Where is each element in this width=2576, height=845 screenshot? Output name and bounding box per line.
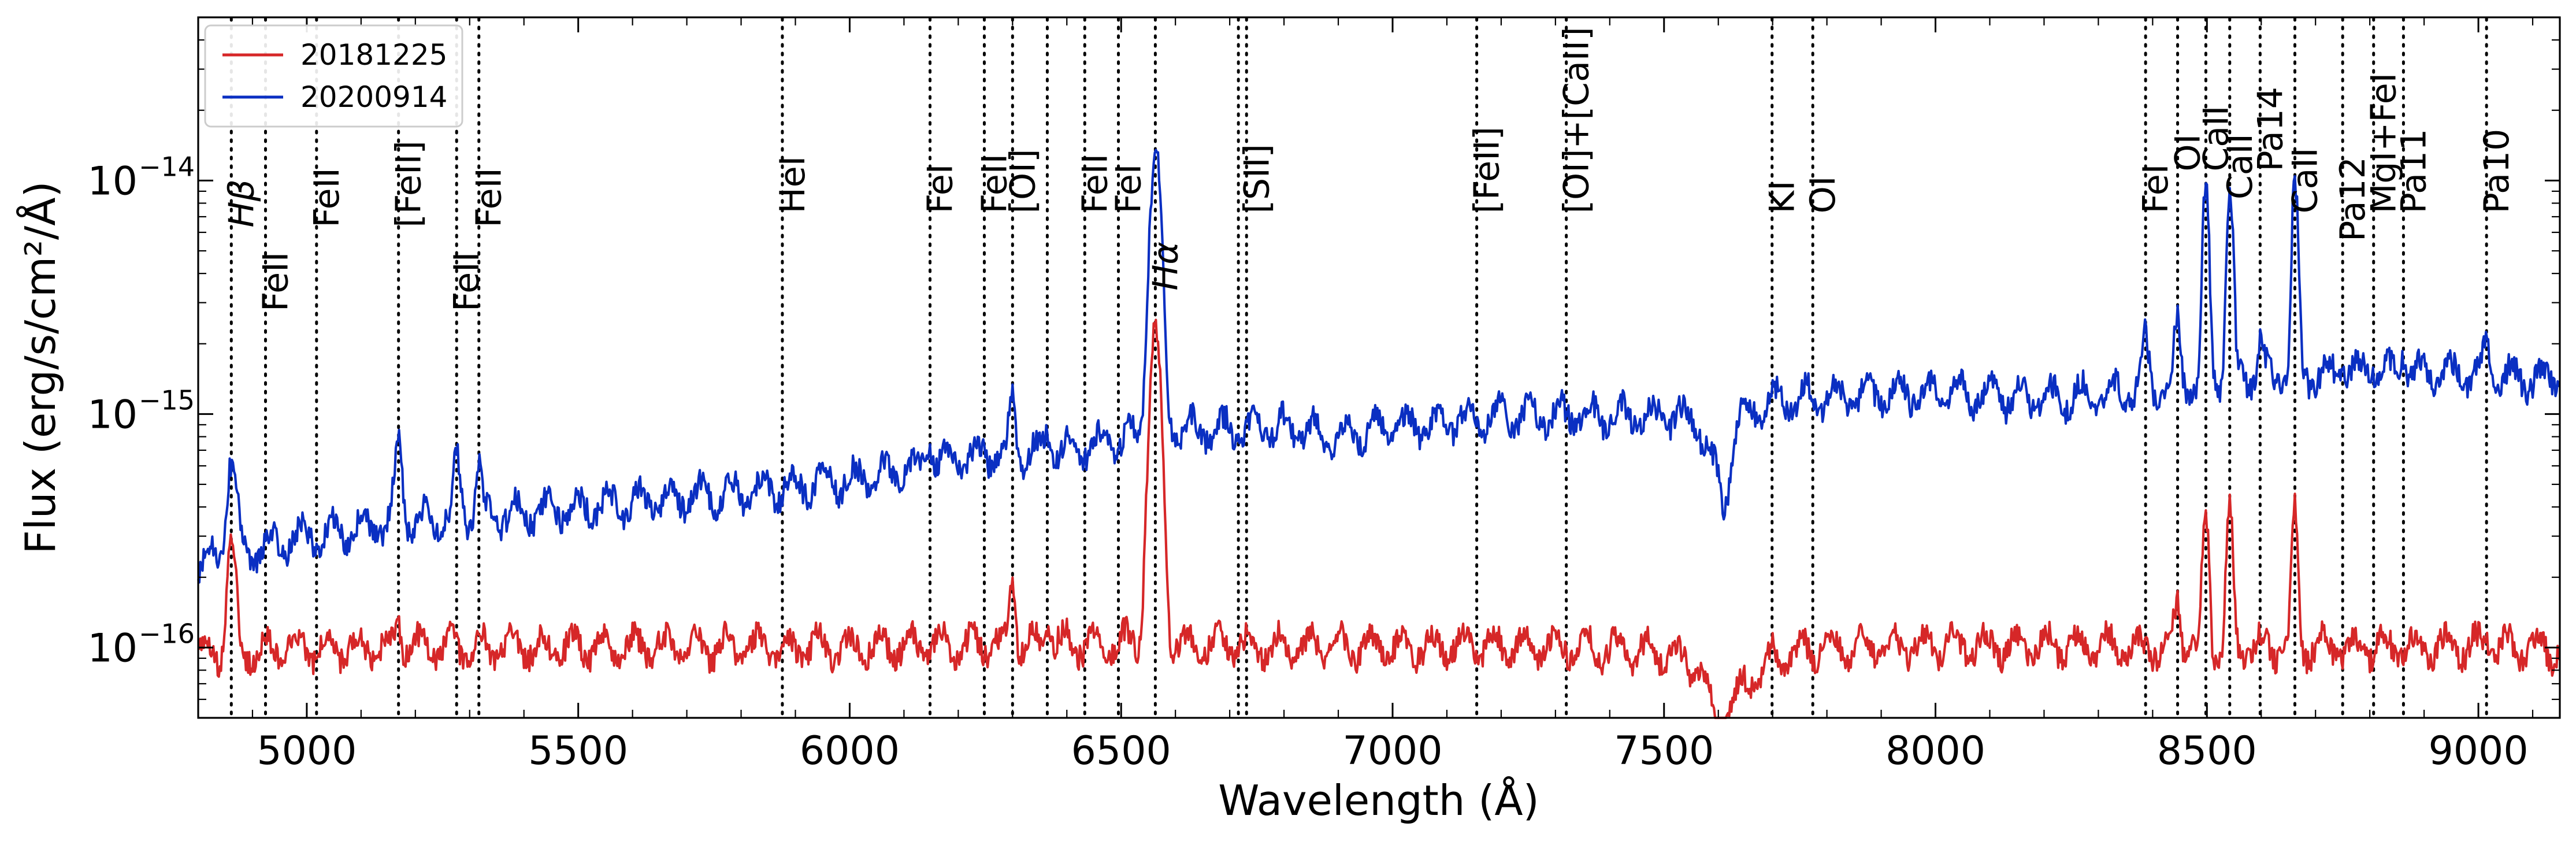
line-label: FeI xyxy=(920,164,961,214)
line-label: FeII xyxy=(1075,154,1115,214)
line-label: [OI]+[CaII] xyxy=(1557,27,1597,213)
series-line-20200914 xyxy=(197,149,2560,584)
series-line-20181225 xyxy=(198,318,2561,720)
line-label: [OI] xyxy=(1003,149,1043,214)
line-label: Pa12 xyxy=(2333,157,2373,242)
y-tick-label: 10 xyxy=(87,158,138,204)
series-layer xyxy=(197,149,2561,720)
x-tick-label: 8000 xyxy=(1885,728,1985,774)
legend: 20181225 20200914 xyxy=(204,24,463,128)
x-tick-label: 6500 xyxy=(1071,728,1171,774)
y-tick-exponent: −16 xyxy=(139,618,195,649)
plot-frame xyxy=(197,16,2561,719)
line-label: FeII xyxy=(974,154,1015,214)
x-tick-label: 9000 xyxy=(2429,728,2529,774)
line-label: CaII xyxy=(2196,106,2236,172)
line-label: FeII xyxy=(307,168,347,228)
y-tick-label: 10 xyxy=(87,392,138,438)
y-axis-title: Flux (erg/s/cm²/Å) xyxy=(16,181,65,554)
line-label: KI xyxy=(1762,180,1803,213)
line-label: [FeII] xyxy=(389,140,429,227)
line-label: CaII xyxy=(2220,134,2261,199)
line-label: FeII xyxy=(447,251,487,312)
line-label: Pa10 xyxy=(2477,129,2517,214)
x-tick-label: 6000 xyxy=(800,728,900,774)
x-axis-title: Wavelength (Å) xyxy=(1218,776,1539,825)
x-tick-label: 5500 xyxy=(528,728,628,774)
legend-label-20181225: 20181225 xyxy=(300,38,448,72)
line-label: HeI xyxy=(773,156,813,214)
line-label: FeI xyxy=(2136,164,2176,214)
line-label: Hβ xyxy=(221,179,262,227)
line-label: FeII xyxy=(469,168,510,228)
line-label: CaII xyxy=(2285,147,2326,213)
legend-label-20200914: 20200914 xyxy=(300,80,448,114)
line-label: MgI+FeI xyxy=(2364,73,2404,214)
line-label: FeI xyxy=(1109,164,1149,214)
line-label: OI xyxy=(2168,134,2208,172)
legend-frame xyxy=(204,24,463,128)
line-label: Pa11 xyxy=(2393,129,2434,214)
line-marker-layer xyxy=(229,17,2488,718)
y-tick-exponent: −14 xyxy=(139,151,195,182)
x-tick-label: 5000 xyxy=(257,728,357,774)
line-label: FeII xyxy=(256,251,296,312)
line-label: Hα xyxy=(1145,242,1186,291)
y-tick-label: 10 xyxy=(87,625,138,671)
x-tick-label: 7500 xyxy=(1614,728,1714,774)
x-tick-label: 7000 xyxy=(1342,728,1442,774)
line-label: Pa14 xyxy=(2250,87,2291,172)
y-tick-exponent: −15 xyxy=(139,384,195,416)
line-label: [SII] xyxy=(1237,144,1277,213)
tick-layer xyxy=(197,16,2560,719)
line-label: OI xyxy=(1803,176,1843,213)
line-label: [FeII] xyxy=(1467,127,1508,213)
x-tick-label: 8500 xyxy=(2157,728,2257,774)
